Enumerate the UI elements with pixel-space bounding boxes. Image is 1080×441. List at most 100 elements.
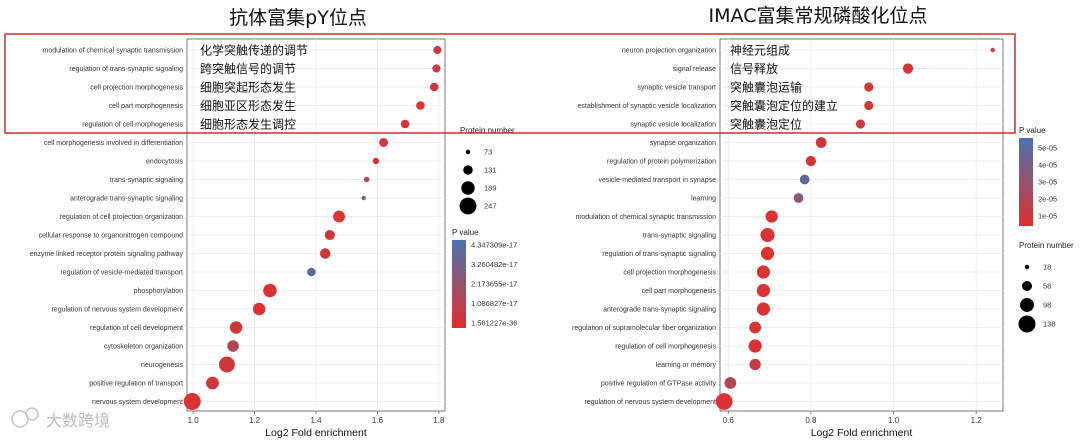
y-category-label: learning or memory [656, 362, 717, 369]
size-legend-label: 58 [1043, 282, 1051, 291]
y-category-label: synaptic vesicle transport [637, 85, 716, 92]
data-point [793, 193, 804, 203]
size-legend-title: Protein number [460, 126, 515, 135]
y-category-label: trans-synaptic signaling [110, 177, 183, 184]
x-tick-label: 1.8 [433, 416, 445, 425]
y-category-label: synapse organization [650, 140, 716, 147]
data-point [756, 302, 770, 316]
y-category-label: regulation of protein polymerization [607, 159, 716, 166]
data-point [432, 64, 441, 73]
left-dot-plot: 1.0 1.2 1.4 1.6 1.8 modulation of chemical sy… [30, 38, 517, 439]
y-category-label: cell part morphogenesis [642, 288, 717, 295]
data-point [307, 267, 316, 277]
y-category-label: regulation of supramolecular fiber organ… [572, 325, 716, 332]
row-annotation: 神经元组成 [730, 44, 790, 58]
size-legend-label: 18 [1043, 263, 1051, 272]
data-point [902, 63, 914, 74]
watermark-text: 大数跨境 [46, 411, 110, 430]
y-category-label: positive regulation of GTPase activity [601, 381, 717, 388]
data-point [748, 339, 762, 353]
data-point [379, 138, 389, 147]
size-legend-label: 98 [1043, 301, 1051, 310]
data-point [372, 157, 380, 165]
y-category-label: vesicle-mediated transport in synapse [598, 177, 716, 184]
y-category-label: cell projection morphogenesis [90, 85, 183, 92]
y-category-label: neuron projection organization [622, 48, 716, 55]
y-category-label: anterograde trans-synaptic signaling [603, 307, 716, 314]
data-point [218, 356, 235, 373]
color-legend-label: 5e-05 [1038, 144, 1057, 153]
data-point [400, 119, 410, 129]
data-point [760, 246, 775, 261]
x-tick-label: 1.6 [372, 416, 384, 425]
size-legend-dot [1020, 298, 1034, 312]
row-annotation: 突触囊泡运输 [730, 80, 802, 95]
size-legend-label: 138 [1043, 320, 1056, 329]
y-category-label: phosphorylation [134, 288, 184, 295]
data-point [760, 227, 775, 243]
y-category-label: regulation of vesicle-mediated transport [60, 270, 183, 277]
watermark: 大数跨境 [11, 407, 110, 430]
data-point [183, 393, 201, 410]
data-point [361, 195, 366, 201]
row-annotation: 跨突触信号的调节 [200, 61, 296, 76]
data-point [805, 155, 817, 167]
y-category-label: regulation of cell morphogenesis [82, 122, 183, 129]
data-point [855, 119, 866, 129]
size-legend-dot [1018, 315, 1036, 333]
y-category-label: neurogenesis [141, 362, 184, 369]
color-legend-bar [452, 240, 466, 328]
color-legend-label: 2e-05 [1038, 195, 1057, 204]
y-category-label: regulation of nervous system development [51, 307, 183, 314]
x-tick-label: 0.8 [805, 416, 817, 425]
plot-frame-1 [719, 38, 1004, 412]
watermark-logo-icon-2 [25, 407, 39, 421]
y-category-label: regulation of trans-synaptic signaling [602, 251, 716, 258]
size-legend-dot [461, 181, 475, 195]
y-category-label: cytoskeleton organization [104, 344, 183, 351]
y-category-label: learning [691, 196, 716, 203]
y-category-label: cell morphogenesis involved in different… [44, 140, 183, 147]
x-tick-label: 1.0 [188, 416, 200, 425]
row-annotation: 细胞形态发生调控 [200, 117, 296, 132]
y-category-label: cellular response to organonitrogen comp… [39, 233, 183, 240]
x-tick-label: 1.2 [971, 416, 983, 425]
row-annotation: 细胞亚区形态发生 [200, 98, 296, 113]
data-point [990, 47, 995, 53]
row-annotation: 突触囊泡定位 [730, 117, 802, 132]
data-point [864, 100, 874, 111]
data-point [715, 393, 733, 410]
size-legend-label: 247 [484, 202, 497, 211]
row-annotation: 细胞突起形态发生 [200, 80, 296, 95]
y-category-label: modulation of chemical synaptic transmis… [43, 48, 184, 55]
color-legend-title: P value [1019, 126, 1046, 135]
y-category-label: cell projection morphogenesis [623, 270, 716, 277]
y-category-label: signal release [673, 66, 716, 73]
data-point [799, 174, 810, 185]
size-legend-label: 131 [484, 166, 497, 175]
y-category-label: establishment of synaptic vesicle locali… [577, 103, 716, 110]
data-point [206, 376, 219, 390]
y-category-label: cell part morphogenesis [109, 103, 184, 110]
color-legend-label: 1.086827e-17 [471, 299, 517, 308]
y-category-label: regulation of nervous system development [584, 399, 716, 406]
right-chart-title: IMAC富集常规磷酸化位点 [709, 5, 928, 27]
data-point [749, 321, 762, 334]
size-legend-dot [465, 149, 471, 155]
y-category-label: regulation of cell projection organizati… [60, 214, 183, 221]
color-legend-label: 4.347309e-17 [471, 241, 517, 250]
size-legend-title: Protein number [1019, 241, 1074, 250]
data-point [756, 283, 770, 298]
y-category-label: modulation of chemical synaptic transmis… [576, 214, 717, 221]
data-point [724, 377, 737, 389]
color-legend-label: 1.561227e-36 [471, 319, 517, 328]
row-annotation: 信号释放 [730, 61, 778, 76]
size-legend-dot [1021, 280, 1033, 292]
data-point [229, 321, 243, 334]
data-point [227, 340, 239, 352]
color-legend-bar [1019, 138, 1033, 226]
size-legend-dot [459, 197, 477, 215]
y-category-label: anterograde trans-synaptic signaling [70, 196, 183, 203]
x-axis-label: Log2 Fold enrichment [811, 427, 913, 439]
